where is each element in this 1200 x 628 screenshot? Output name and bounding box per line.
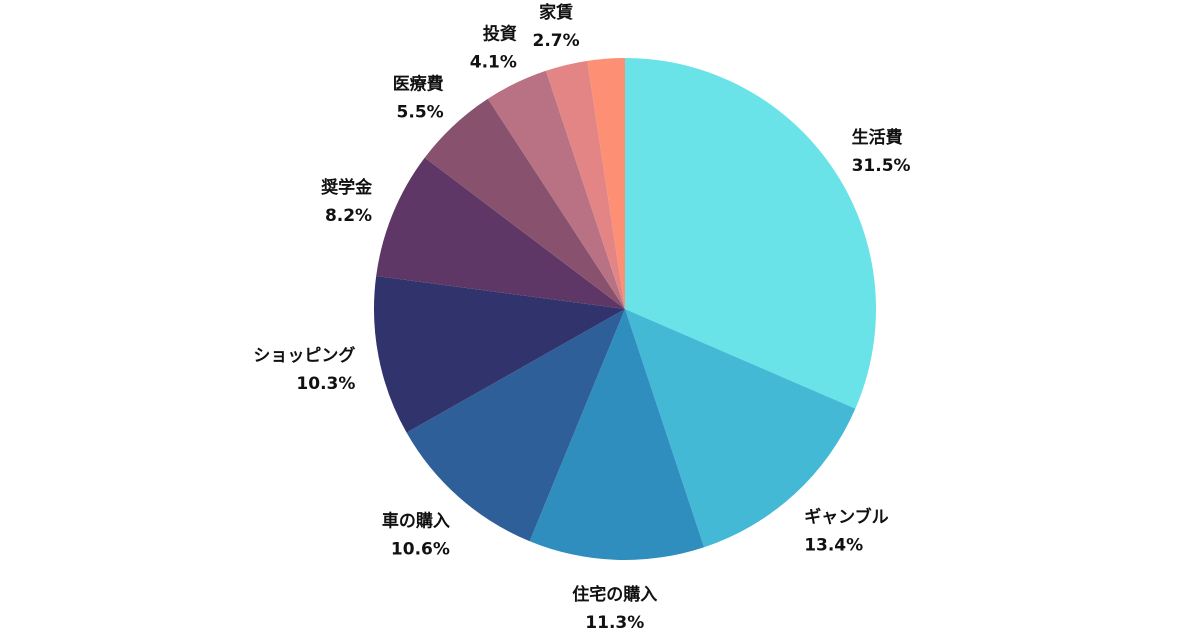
pie-label-1: ギャンブル 13.4% [804, 507, 889, 556]
pie-slices [373, 58, 877, 560]
pie-slice-3 [406, 309, 625, 542]
pie-slice-4 [373, 275, 625, 433]
slice-label-name-1: ギャンブル [804, 507, 889, 528]
slice-label-name-6: 医療費 [393, 73, 444, 94]
slice-label-name-7: 投資 [483, 23, 517, 44]
slice-label-name-2: 住宅の購入 [572, 584, 657, 605]
slice-label-name-5: 奨学金 [320, 177, 373, 198]
pie-label-7: 投資 4.1% [470, 23, 517, 72]
slice-label-percent-5: 8.2% [325, 206, 372, 226]
pie-label-3: 車の購入 10.6% [382, 510, 450, 559]
pie-label-5: 奨学金 8.2% [320, 177, 373, 226]
slice-label-name-3: 車の購入 [382, 510, 450, 531]
pie-label-6: 医療費 5.5% [393, 73, 444, 122]
pie-label-8: 家賃 2.7% [533, 2, 580, 51]
slice-label-name-8: 家賃 [539, 2, 573, 23]
pie-slice-6 [424, 98, 625, 309]
slice-label-percent-7: 4.1% [470, 52, 517, 72]
pie-slice-1 [625, 309, 856, 548]
pie-slice-5 [376, 157, 625, 309]
slice-label-percent-6: 5.5% [397, 102, 444, 122]
slice-label-percent-8: 2.7% [533, 31, 580, 51]
slice-label-percent-3: 10.6% [391, 539, 450, 559]
slice-label-name-0: 生活費 [852, 127, 903, 148]
pie-label-4: ショッピング 10.3% [253, 345, 355, 394]
pie-label-0: 生活費 31.5% [852, 127, 911, 176]
pie-labels: 生活費 31.5% ギャンブル 13.4% 住宅の購入 11.3% 車の購入 10.6% ショッ… [253, 2, 910, 628]
pie-slice-9 [587, 58, 625, 309]
slice-label-percent-4: 10.3% [296, 374, 355, 394]
pie-slice-8 [545, 60, 625, 309]
pie-slice-7 [487, 70, 625, 309]
slice-label-percent-2: 11.3% [585, 613, 644, 628]
slice-label-name-4: ショッピング [253, 345, 355, 366]
pie-slice-0 [625, 58, 877, 409]
slice-label-percent-1: 13.4% [804, 536, 863, 556]
slice-label-percent-0: 31.5% [852, 156, 911, 176]
pie-label-2: 住宅の購入 11.3% [572, 584, 657, 628]
pie-slice-2 [529, 309, 705, 560]
